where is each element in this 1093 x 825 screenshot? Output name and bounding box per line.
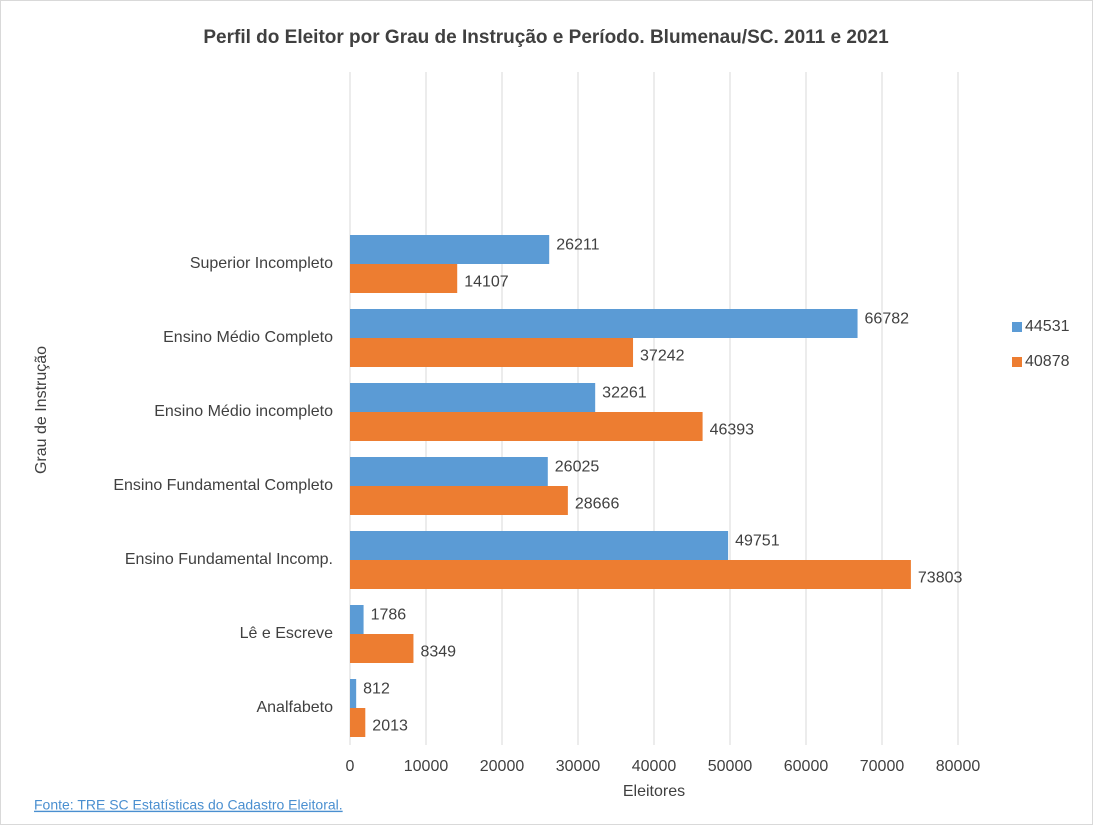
bar (350, 560, 911, 589)
y-tick-label: Ensino Médio incompleto (154, 403, 333, 420)
y-tick-label: Lê e Escreve (240, 625, 333, 642)
data-label: 1786 (371, 607, 407, 624)
legend-swatch (1012, 322, 1022, 332)
data-label: 46393 (710, 422, 755, 439)
legend-swatch (1012, 357, 1022, 367)
bar (350, 605, 364, 634)
bar (350, 531, 729, 560)
data-label: 73803 (918, 570, 963, 587)
x-tick-label: 80000 (936, 758, 981, 775)
x-tick-label: 20000 (480, 758, 525, 775)
data-label: 32261 (602, 385, 647, 402)
y-tick-label: Ensino Fundamental Incomp. (125, 551, 333, 568)
bar (350, 383, 596, 412)
bar (350, 338, 634, 367)
bar (350, 309, 858, 338)
bar (350, 679, 357, 708)
bar (350, 457, 548, 486)
x-tick-label: 40000 (632, 758, 677, 775)
footnote[interactable]: Fonte: TRE SC Estatísticas do Cadastro E… (34, 797, 343, 813)
data-label: 37242 (640, 348, 685, 365)
data-label: 66782 (865, 311, 910, 328)
data-label: 26211 (556, 237, 599, 254)
bar (350, 486, 568, 515)
x-tick-label: 30000 (556, 758, 601, 775)
legend-label: 40878 (1025, 353, 1070, 370)
bar (350, 235, 550, 264)
data-label: 49751 (735, 533, 780, 550)
data-label: 26025 (555, 459, 600, 476)
y-tick-label: Superior Incompleto (190, 255, 333, 272)
chart-title: Perfil do Eleitor por Grau de Instrução … (203, 27, 889, 48)
data-label: 2013 (372, 718, 408, 735)
legend-label: 44531 (1025, 318, 1070, 335)
data-label: 8349 (420, 644, 456, 661)
data-label: 28666 (575, 496, 620, 513)
x-tick-label: 50000 (708, 758, 753, 775)
data-label: 14107 (464, 274, 509, 291)
x-tick-label: 60000 (784, 758, 829, 775)
y-tick-label: Analfabeto (256, 699, 333, 716)
x-axis-label: Eleitores (623, 783, 685, 800)
y-tick-label: Ensino Médio Completo (163, 329, 333, 346)
bar (350, 708, 366, 737)
x-tick-label: 0 (346, 758, 355, 775)
x-tick-label: 10000 (404, 758, 449, 775)
bar (350, 264, 458, 293)
bar (350, 634, 414, 663)
bar (350, 412, 703, 441)
y-tick-label: Ensino Fundamental Completo (113, 477, 333, 494)
data-label: 812 (363, 681, 390, 698)
y-axis-label: Grau de Instrução (33, 346, 50, 474)
x-tick-label: 70000 (860, 758, 905, 775)
